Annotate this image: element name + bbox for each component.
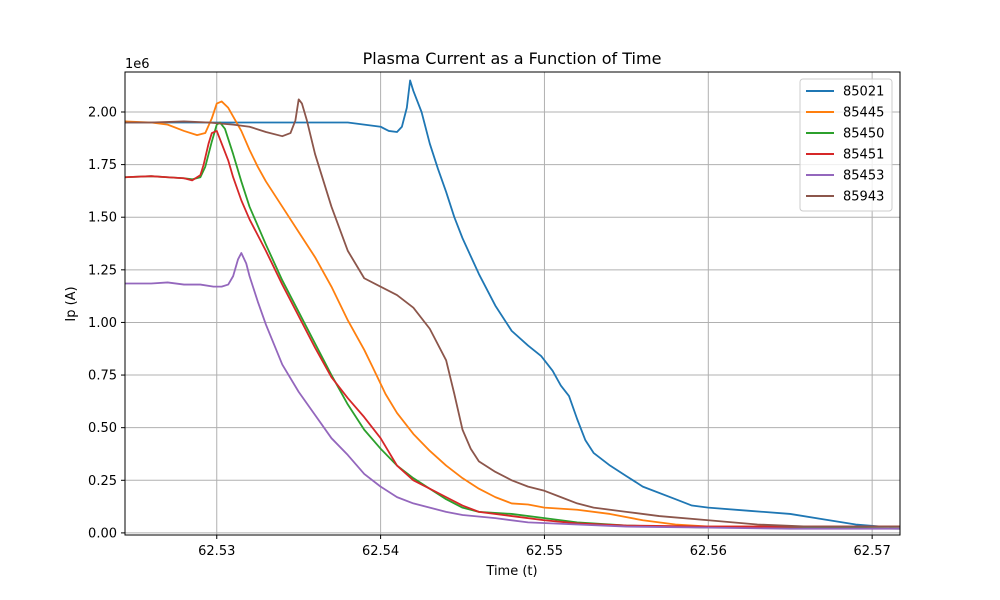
legend: 85021 85445 85450 85451 85453 85943 <box>799 78 893 212</box>
x-tick-label: 62.57 <box>854 544 891 559</box>
y-tick-label: 1.00 <box>88 316 117 331</box>
y-tick-label: 1.75 <box>88 158 117 173</box>
grid <box>125 72 900 535</box>
x-tick-label: 62.53 <box>198 544 235 559</box>
y-tick-label: 2.00 <box>88 105 117 120</box>
series-line-85943 <box>125 98 900 528</box>
legend-label-85021: 85021 <box>843 85 884 100</box>
y-tick-label: 0.25 <box>88 474 117 489</box>
axis-ticks: 62.53 62.54 62.55 62.56 62.57 0.00 0.25 0.50 0.7… <box>88 105 891 559</box>
y-axis-label: Ip (A) <box>64 286 79 321</box>
legend-label-85943: 85943 <box>843 190 884 205</box>
y-tick-label: 1.50 <box>88 211 117 226</box>
series-line-85453 <box>125 252 900 530</box>
series-line-85451 <box>125 130 900 528</box>
series-line-85445 <box>125 100 900 528</box>
series-line-85450 <box>125 121 900 530</box>
legend-label-85453: 85453 <box>843 169 884 184</box>
series-line-85021 <box>125 79 900 528</box>
x-axis-label: Time (t) <box>485 564 537 579</box>
legend-label-85450: 85450 <box>843 127 884 142</box>
y-tick-label: 1.25 <box>88 263 117 278</box>
y-tick-label: 0.75 <box>88 369 117 384</box>
y-offset-label: 1e6 <box>125 57 150 72</box>
legend-label-85451: 85451 <box>843 148 884 163</box>
legend-label-85445: 85445 <box>843 106 884 121</box>
y-tick-label: 0.50 <box>88 421 117 436</box>
plot-frame <box>124 71 901 536</box>
x-tick-label: 62.54 <box>362 544 399 559</box>
x-tick-label: 62.55 <box>526 544 563 559</box>
chart-title: Plasma Current as a Function of Time <box>363 49 662 68</box>
x-tick-label: 62.56 <box>690 544 727 559</box>
series-lines <box>125 79 900 530</box>
y-tick-label: 0.00 <box>88 526 117 541</box>
